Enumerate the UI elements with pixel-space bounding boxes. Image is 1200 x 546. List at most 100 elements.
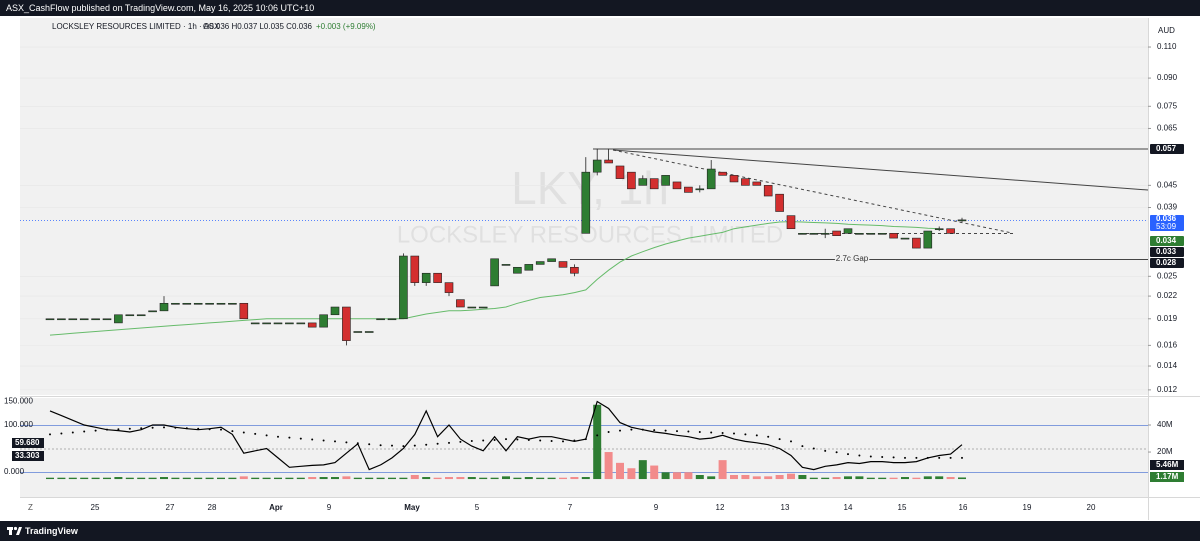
volume-bar [752,476,761,480]
candle-body [820,233,830,235]
volume-bar [502,476,510,480]
volume-bar [673,472,681,480]
volume-bar [798,475,807,480]
volume-badge-label: 5.46M [1156,460,1179,469]
volume-bar [103,477,111,480]
indicator-dot [402,445,405,448]
candle-body [387,318,397,321]
volume-bar [889,477,898,480]
candle-body [364,331,374,333]
candle-body [125,314,135,317]
indicator-dot [197,427,200,430]
candle-body [524,264,534,271]
candle-body [467,306,477,309]
volume-badge [1150,472,1184,482]
candle-body [45,318,55,321]
indicator-dot [470,439,473,442]
volume-bar [353,477,362,480]
volume-badge-label: 1.17M [1156,472,1179,481]
candle-body [832,230,841,237]
indicator-dot [710,431,713,434]
indicator-dot [516,438,519,441]
candle-body [148,310,157,313]
volume-bar [764,476,773,480]
y-tick-label: 0.014 [1157,361,1178,370]
candle-body [866,233,876,235]
volume-bar [650,465,659,480]
volume-bar [570,477,579,480]
candle-body [250,322,260,325]
candle-body [535,261,545,265]
indicator-dot [231,430,234,433]
indicator-dot [94,429,97,432]
volume-bar [958,477,966,480]
candle-body [684,186,693,193]
volume-bar [559,477,567,480]
indicator-dot [961,456,963,459]
indicator-dot [812,447,815,450]
volume-bar [695,475,704,480]
candle-body [159,302,169,312]
change-legend: +0.003 (+9.09%) [316,22,376,31]
x-tick-label: 14 [844,503,853,512]
y-tick-label: 0.025 [1157,271,1178,280]
candle-body [661,175,670,186]
candle-body [718,171,727,176]
y-tick-label: 0.022 [1157,291,1178,300]
x-tick-label: 25 [91,503,100,512]
indicator-dot [869,455,872,458]
indicator-dot [904,456,906,459]
indicator-dot [356,442,359,445]
volume-bar [433,477,442,480]
volume-bar [308,477,317,480]
volume-bar [148,477,157,480]
indicator-dot [527,439,530,442]
candle-body [216,302,226,305]
volume-bar [604,452,613,480]
indicator-dot [185,427,188,430]
candle-body [775,193,784,212]
indicator-dot [220,428,222,431]
volume-bar [638,460,647,480]
y-tick-label: 0.110 [1157,42,1177,51]
price-badge-label: 0.034 [1156,236,1177,245]
indicator-badge-label: 59.680 [15,438,40,447]
indicator-dot [505,438,507,441]
candle-body [889,233,898,239]
indicator-dot [926,456,929,459]
volume-bar [946,477,955,480]
volume-bar [262,477,271,480]
indicator-dot [151,426,154,429]
volume-bar [581,477,590,480]
indicator-tick-label: 0.000 [4,467,25,476]
zoom-button[interactable]: Z [28,503,33,512]
price-badge [1150,215,1184,231]
volume-bar [46,477,54,480]
indicator-dot [698,431,701,434]
y-tick-label: 0.065 [1157,124,1178,133]
indicator-dot [71,431,74,434]
volume-bar [365,477,374,480]
candle-body [114,314,123,324]
brand[interactable]: TradingView [25,526,79,536]
price-badge-label: 0.033 [1156,247,1177,256]
volume-bar [855,476,864,480]
indicator-dot [242,431,245,434]
price-badge [1150,144,1184,154]
volume-badge [1150,460,1184,470]
currency: AUD [1158,26,1175,35]
indicator-dot [847,453,849,456]
indicator-dot [482,439,485,442]
candle-body [558,261,568,268]
indicator-dot [607,431,610,434]
publisher: ASX_CashFlow published on TradingView.co… [6,3,314,13]
candle-body [205,302,214,305]
volume-bar [376,477,385,480]
candle-body [273,322,283,325]
x-tick-label: 16 [959,503,968,512]
x-tick-label: May [404,503,420,512]
indicator-dot [596,434,599,437]
indicator-dot [755,434,758,437]
volume-bar [832,477,841,480]
